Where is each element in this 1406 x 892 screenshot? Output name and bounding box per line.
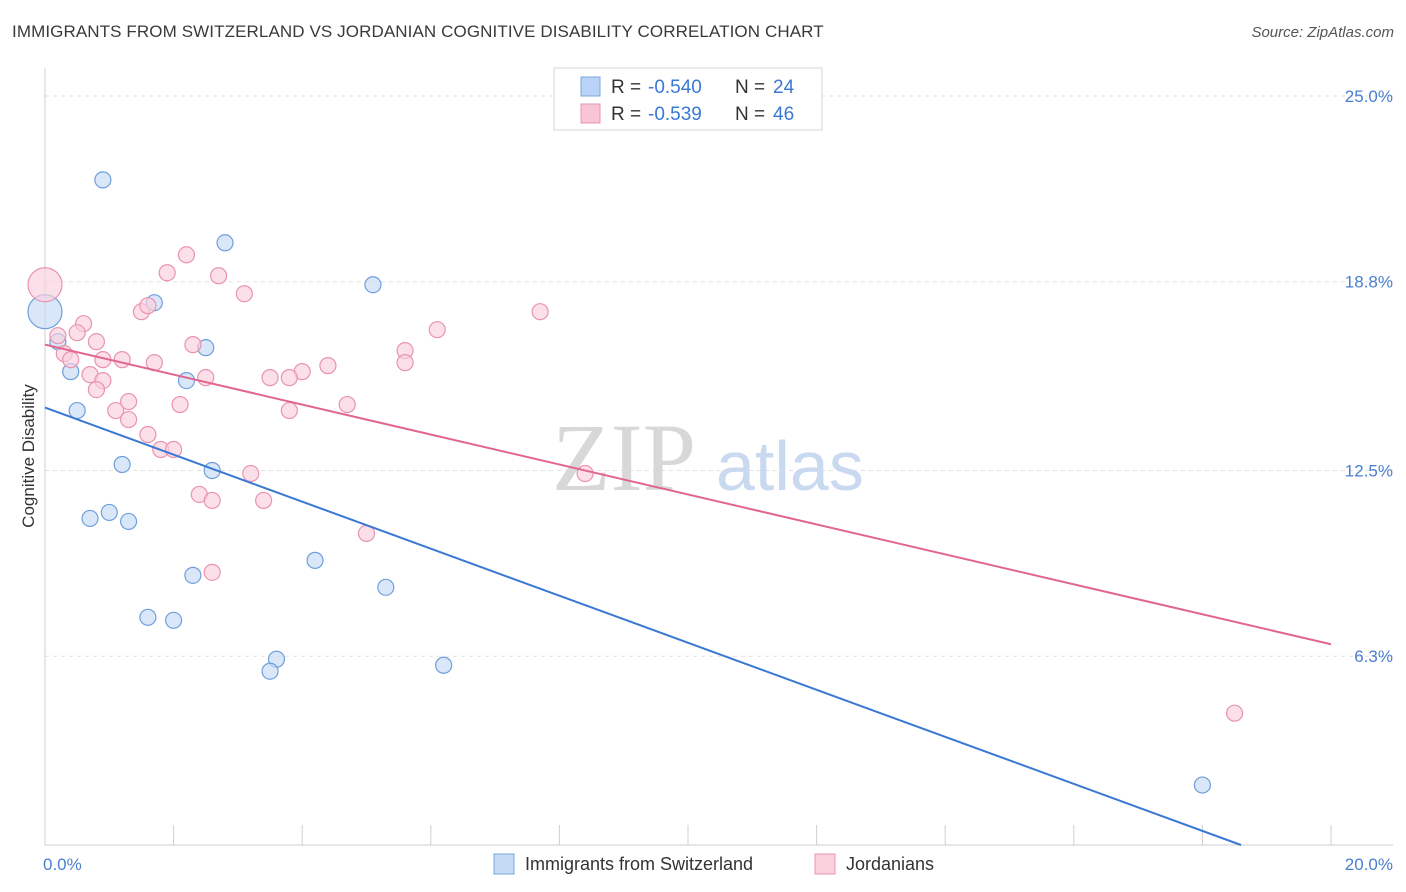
jordanians-point-33 <box>107 401 125 420</box>
switzerland-point-3 <box>364 276 382 294</box>
grid-lines <box>45 95 1393 657</box>
jordanians-point-31 <box>338 395 356 414</box>
switzerland-trend-line <box>44 406 1242 846</box>
switzerland-point-10 <box>113 455 131 474</box>
y-tick-labels: 6.3% 12.5% 18.8% 25.0% <box>1345 87 1393 666</box>
jordanians-point-2 <box>158 264 176 282</box>
jordanians-point-0 <box>27 267 63 303</box>
correlation-legend: R = -0.540 N = 24 R = -0.539 N = 46 <box>553 67 823 131</box>
jordanians-point-45 <box>1225 704 1244 722</box>
legend-r-value-1: -0.540 <box>648 77 702 98</box>
jordanians-point-39 <box>576 464 594 483</box>
y-axis-label: Cognitive Disability <box>19 384 38 528</box>
watermark-atlas: atlas <box>716 427 864 505</box>
bottom-legend-label-jordanians: Jordanians <box>846 854 934 874</box>
legend-n-label-2: N = <box>735 104 765 125</box>
switzerland-point-2 <box>216 234 234 252</box>
jordanians-point-13 <box>184 336 202 354</box>
jordanians-point-41 <box>203 491 221 510</box>
switzerland-point-9 <box>68 401 86 420</box>
jordanians-trend-line <box>44 343 1332 646</box>
jordanians-point-44 <box>203 563 221 581</box>
y-tick-label-0: 6.3% <box>1354 647 1393 666</box>
switzerland-point-21 <box>261 662 279 680</box>
legend-r-label-2: R = <box>611 104 641 125</box>
jordanians-point-35 <box>139 425 157 444</box>
series-legend: Immigrants from Switzerland Jordanians <box>493 853 934 875</box>
switzerland-point-14 <box>119 512 138 531</box>
jordanians-point-9 <box>68 324 86 342</box>
jordanians-point-1 <box>177 246 196 264</box>
jordanians-point-38 <box>242 464 260 483</box>
legend-n-value-1: 24 <box>773 77 795 98</box>
switzerland-point-19 <box>165 611 183 629</box>
switzerland-point-18 <box>139 608 157 626</box>
x-tick-labels: 0.0% 20.0% <box>43 855 1393 874</box>
y-tick-label-2: 18.8% <box>1345 273 1393 292</box>
legend-n-value-2: 46 <box>773 104 794 125</box>
switzerland-point-15 <box>306 551 324 569</box>
switzerland-point-16 <box>184 566 202 584</box>
bottom-legend-label-switzerland: Immigrants from Switzerland <box>525 854 753 874</box>
jordanians-point-28 <box>87 380 106 399</box>
legend-swatch-jordanians <box>580 103 601 124</box>
legend-swatch-switzerland <box>580 76 601 97</box>
data-points <box>27 171 1244 794</box>
switzerland-point-22 <box>435 656 453 674</box>
x-tick-label-1: 20.0% <box>1345 855 1393 874</box>
y-tick-label-1: 12.5% <box>1345 461 1393 480</box>
jordanians-point-10 <box>428 321 446 339</box>
jordanians-point-29 <box>119 392 138 411</box>
jordanians-point-3 <box>210 267 228 285</box>
switzerland-point-23 <box>1193 776 1212 794</box>
switzerland-point-17 <box>377 578 395 596</box>
chart-title: IMMIGRANTS FROM SWITZERLAND VS JORDANIAN… <box>12 22 824 41</box>
bottom-legend-swatch-switzerland <box>493 853 515 875</box>
switzerland-point-12 <box>100 503 118 522</box>
trend-lines <box>44 343 1332 846</box>
legend-r-label-1: R = <box>611 77 641 98</box>
bottom-legend-swatch-jordanians <box>814 853 836 875</box>
legend-n-label-1: N = <box>735 77 765 98</box>
jordanians-point-6 <box>139 297 157 315</box>
jordanians-point-20 <box>319 357 337 375</box>
jordanians-point-11 <box>49 327 67 345</box>
jordanians-point-21 <box>396 354 414 372</box>
jordanians-point-30 <box>171 395 189 414</box>
jordanians-point-42 <box>255 491 273 510</box>
jordanians-point-25 <box>280 369 298 387</box>
y-tick-label-3: 25.0% <box>1345 87 1393 106</box>
x-tick-label-0: 0.0% <box>43 855 82 874</box>
jordanians-point-15 <box>62 351 80 369</box>
jordanians-point-34 <box>119 410 138 429</box>
jordanians-point-7 <box>531 303 549 321</box>
switzerland-point-8 <box>177 372 196 390</box>
watermark-zip: ZIP <box>552 404 696 511</box>
jordanians-point-12 <box>87 333 106 351</box>
jordanians-point-24 <box>261 369 279 387</box>
axes <box>44 68 1393 846</box>
jordanians-point-32 <box>280 401 298 420</box>
switzerland-point-1 <box>94 171 112 189</box>
watermark: ZIP atlas <box>552 404 864 511</box>
jordanians-point-4 <box>235 285 253 303</box>
source-label: Source: ZipAtlas.com <box>1251 24 1394 41</box>
switzerland-point-13 <box>81 509 99 528</box>
jordanians-point-17 <box>113 351 131 369</box>
legend-r-value-2: -0.539 <box>648 104 702 125</box>
